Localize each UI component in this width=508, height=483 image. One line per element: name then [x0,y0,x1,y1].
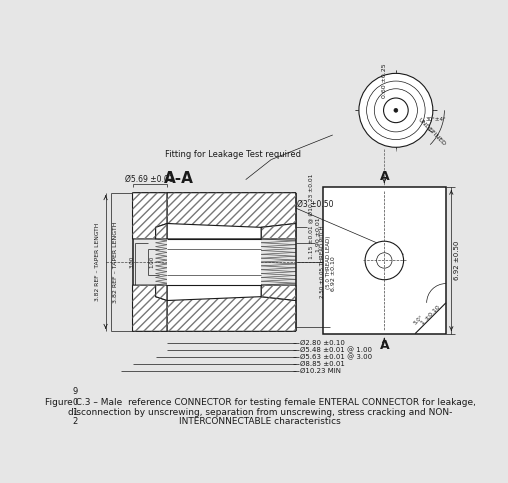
Polygon shape [167,285,261,300]
Text: 6.92 ±0.50: 6.92 ±0.50 [454,241,460,280]
Polygon shape [133,285,167,331]
Text: Ø10.23 MIN: Ø10.23 MIN [300,368,341,373]
Text: 2.50 ±0.05 THREAD PITCH
(5.0 THREAD LEAD): 2.50 ±0.05 THREAD PITCH (5.0 THREAD LEAD… [321,226,331,298]
Text: 3.82 REF – TAPER LENGTH: 3.82 REF – TAPER LENGTH [94,223,100,301]
Polygon shape [167,193,296,239]
Text: Ø2.80 ±0.10: Ø2.80 ±0.10 [300,340,344,346]
Text: A: A [379,340,389,353]
Polygon shape [155,285,167,300]
Polygon shape [167,285,296,331]
Polygon shape [155,224,167,239]
Text: 1 ±0.10: 1 ±0.10 [420,305,441,326]
Text: 5.0°: 5.0° [413,314,425,326]
Text: 3.82 REF – TAPER LENGTH: 3.82 REF – TAPER LENGTH [113,221,118,303]
Circle shape [359,73,433,147]
Text: 1.15 ±0.01 @ Ø10.23 ±0.01: 1.15 ±0.01 @ Ø10.23 ±0.01 [308,173,313,258]
Text: 6.92 ±0.10: 6.92 ±0.10 [331,256,336,291]
Text: A: A [379,170,389,183]
Text: Ø3 ±0.50: Ø3 ±0.50 [297,200,333,209]
Text: 0: 0 [73,398,78,408]
Text: Ø5.63 ±0.01 @ 3.00: Ø5.63 ±0.01 @ 3.00 [300,354,372,360]
Text: 0.60 ±0.25: 0.60 ±0.25 [382,64,387,99]
Polygon shape [261,285,296,300]
Text: 1.90 ±0.01: 1.90 ±0.01 [315,218,321,253]
Bar [323,187,446,334]
Text: A-A: A-A [164,171,194,186]
Text: UNDEFINED: UNDEFINED [417,117,446,147]
Text: 1.00: 1.00 [149,256,154,268]
Circle shape [394,108,398,112]
Text: 30°±4°: 30°±4° [425,117,446,122]
Polygon shape [261,224,296,239]
Text: 3.00: 3.00 [129,256,134,268]
Polygon shape [133,193,167,239]
Circle shape [374,89,418,132]
Text: INTERCONNECTABLE characteristics: INTERCONNECTABLE characteristics [179,417,341,426]
Circle shape [367,81,425,140]
Text: 2: 2 [73,417,78,426]
Circle shape [384,98,408,123]
Text: 1: 1 [73,408,78,417]
Text: disconnection by unscrewing, separation from unscrewing, stress cracking and NON: disconnection by unscrewing, separation … [68,408,453,417]
Bar [167,239,261,285]
Text: Fitting for Leakage Test required: Fitting for Leakage Test required [165,150,301,159]
Polygon shape [167,224,261,239]
Text: Figure C.3 – Male  reference CONNECTOR for testing female ENTERAL CONNECTOR for : Figure C.3 – Male reference CONNECTOR fo… [45,398,476,408]
Text: Ø5.48 ±0.01 @ 1.00: Ø5.48 ±0.01 @ 1.00 [300,346,372,353]
Text: 9: 9 [73,387,78,396]
Text: Ø5.69 ±0.01: Ø5.69 ±0.01 [125,175,174,184]
Text: Ø8.85 ±0.01: Ø8.85 ±0.01 [300,361,344,367]
Circle shape [376,253,392,268]
Circle shape [365,241,403,280]
